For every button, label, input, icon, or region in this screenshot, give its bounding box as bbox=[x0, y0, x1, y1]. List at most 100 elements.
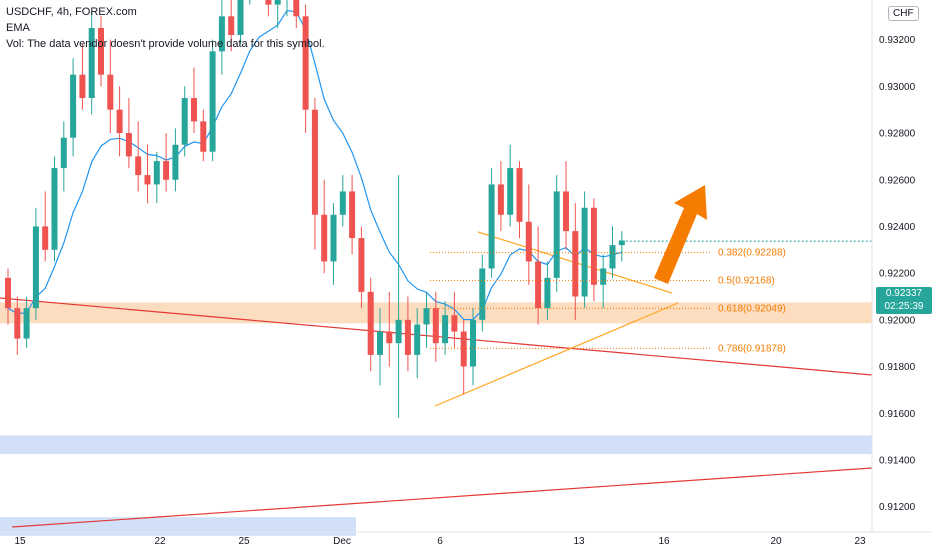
candle-body bbox=[572, 231, 579, 297]
candle-body bbox=[5, 277, 11, 309]
candle-body bbox=[60, 137, 67, 169]
candle-body bbox=[98, 27, 104, 75]
candle-body bbox=[590, 207, 597, 285]
candle-body bbox=[330, 214, 337, 262]
price-tick-label: 0.93200 bbox=[879, 35, 916, 46]
candle-body bbox=[32, 226, 39, 309]
price-tick-label: 0.93000 bbox=[879, 82, 916, 93]
candle-body bbox=[358, 238, 365, 292]
fib-level-label: 0.786(0.91878) bbox=[718, 343, 786, 354]
candle-body bbox=[218, 16, 225, 52]
zones-layer bbox=[0, 302, 872, 536]
price-tick-label: 0.92600 bbox=[879, 175, 916, 186]
candle-body bbox=[525, 221, 532, 262]
price-tick-label: 0.91800 bbox=[879, 362, 916, 373]
bar-countdown: 02:25:39 bbox=[884, 301, 924, 312]
candle-body bbox=[470, 319, 476, 367]
candle-body bbox=[14, 308, 21, 339]
candle-body bbox=[200, 121, 207, 152]
candle-body bbox=[321, 214, 328, 262]
candle-body bbox=[377, 331, 383, 355]
candle-body bbox=[544, 277, 551, 309]
price-tick-label: 0.91600 bbox=[879, 409, 916, 420]
candle-body bbox=[135, 156, 142, 176]
candle-body bbox=[349, 191, 356, 239]
candle-body bbox=[432, 308, 439, 344]
candle-body bbox=[163, 161, 170, 180]
ema-layer bbox=[7, 10, 622, 321]
time-tick-label: 16 bbox=[658, 536, 670, 547]
candle-body bbox=[302, 16, 309, 110]
ema-indicator-label[interactable]: EMA bbox=[6, 22, 30, 34]
triangle-lower-line bbox=[434, 302, 679, 407]
price-axis[interactable]: 0.936000.934000.932000.930000.928000.926… bbox=[879, 0, 916, 513]
candle-body bbox=[153, 161, 160, 185]
zone-blue-upper bbox=[0, 435, 872, 455]
candle-body bbox=[451, 315, 458, 332]
candle-body bbox=[507, 168, 514, 215]
bullish-arrow bbox=[654, 185, 707, 284]
candle-body bbox=[79, 74, 86, 99]
chart-legend: USDCHF, 4h, FOREX.com EMA Vol: The data … bbox=[6, 4, 325, 52]
candle-body bbox=[172, 144, 179, 180]
candle-body bbox=[414, 324, 421, 355]
candle-body bbox=[553, 191, 560, 278]
candle-body bbox=[70, 74, 77, 138]
candle-body bbox=[237, 0, 244, 35]
candle-body bbox=[600, 268, 607, 285]
candle-body bbox=[107, 74, 114, 110]
candle-body bbox=[404, 319, 411, 355]
candle-body bbox=[293, 0, 300, 17]
ema-line bbox=[7, 10, 622, 321]
candle-body bbox=[423, 308, 430, 325]
time-tick-label: Dec bbox=[333, 536, 351, 547]
candle-body bbox=[609, 245, 616, 269]
price-tick-label: 0.92000 bbox=[879, 315, 916, 326]
fib-level-label: 0.382(0.92288) bbox=[718, 248, 786, 259]
candle-body bbox=[209, 51, 216, 152]
candle-body bbox=[181, 98, 188, 145]
candle-body bbox=[144, 175, 151, 185]
candle-body bbox=[497, 184, 504, 215]
candle-body bbox=[535, 261, 542, 309]
price-tick-label: 0.91400 bbox=[879, 455, 916, 466]
candle-body bbox=[367, 291, 374, 355]
symbol-title[interactable]: USDCHF, 4h, FOREX.com bbox=[6, 6, 137, 18]
zone-blue-lower bbox=[0, 517, 356, 536]
candle-body bbox=[51, 168, 58, 250]
price-tick-label: 0.92200 bbox=[879, 269, 916, 280]
candle-body bbox=[442, 315, 449, 344]
time-tick-label: 20 bbox=[770, 536, 782, 547]
candle-body bbox=[386, 331, 393, 344]
time-tick-label: 23 bbox=[854, 536, 866, 547]
candle-body bbox=[516, 168, 523, 222]
currency-badge[interactable]: CHF bbox=[888, 6, 919, 21]
fib-level-label: 0.618(0.92049) bbox=[718, 303, 786, 314]
candle-body bbox=[311, 109, 318, 215]
candle-body bbox=[563, 191, 569, 232]
candle-body bbox=[88, 27, 95, 99]
candle-body bbox=[460, 331, 467, 367]
candle-body bbox=[191, 98, 197, 122]
arrow-layer bbox=[654, 185, 707, 284]
candle-body bbox=[23, 308, 30, 339]
candle-body bbox=[265, 0, 272, 5]
time-tick-label: 25 bbox=[238, 536, 250, 547]
candle-body bbox=[339, 191, 346, 215]
ascending-trendline bbox=[11, 467, 873, 528]
candles-layer bbox=[5, 0, 625, 418]
volume-notice: Vol: The data vendor doesn't provide vol… bbox=[6, 38, 325, 50]
candle-body bbox=[618, 240, 625, 246]
candle-body bbox=[395, 319, 402, 344]
price-tick-label: 0.91200 bbox=[879, 502, 916, 513]
time-tick-label: 13 bbox=[573, 536, 585, 547]
time-axis[interactable]: 15 22 25 Dec 6 13 16 20 23 bbox=[14, 536, 866, 547]
candle-body bbox=[42, 226, 49, 250]
candle-body bbox=[479, 268, 486, 320]
time-tick-label: 15 bbox=[14, 536, 26, 547]
candle-body bbox=[488, 184, 495, 269]
time-tick-label: 22 bbox=[154, 536, 166, 547]
time-tick-label: 6 bbox=[437, 536, 443, 547]
